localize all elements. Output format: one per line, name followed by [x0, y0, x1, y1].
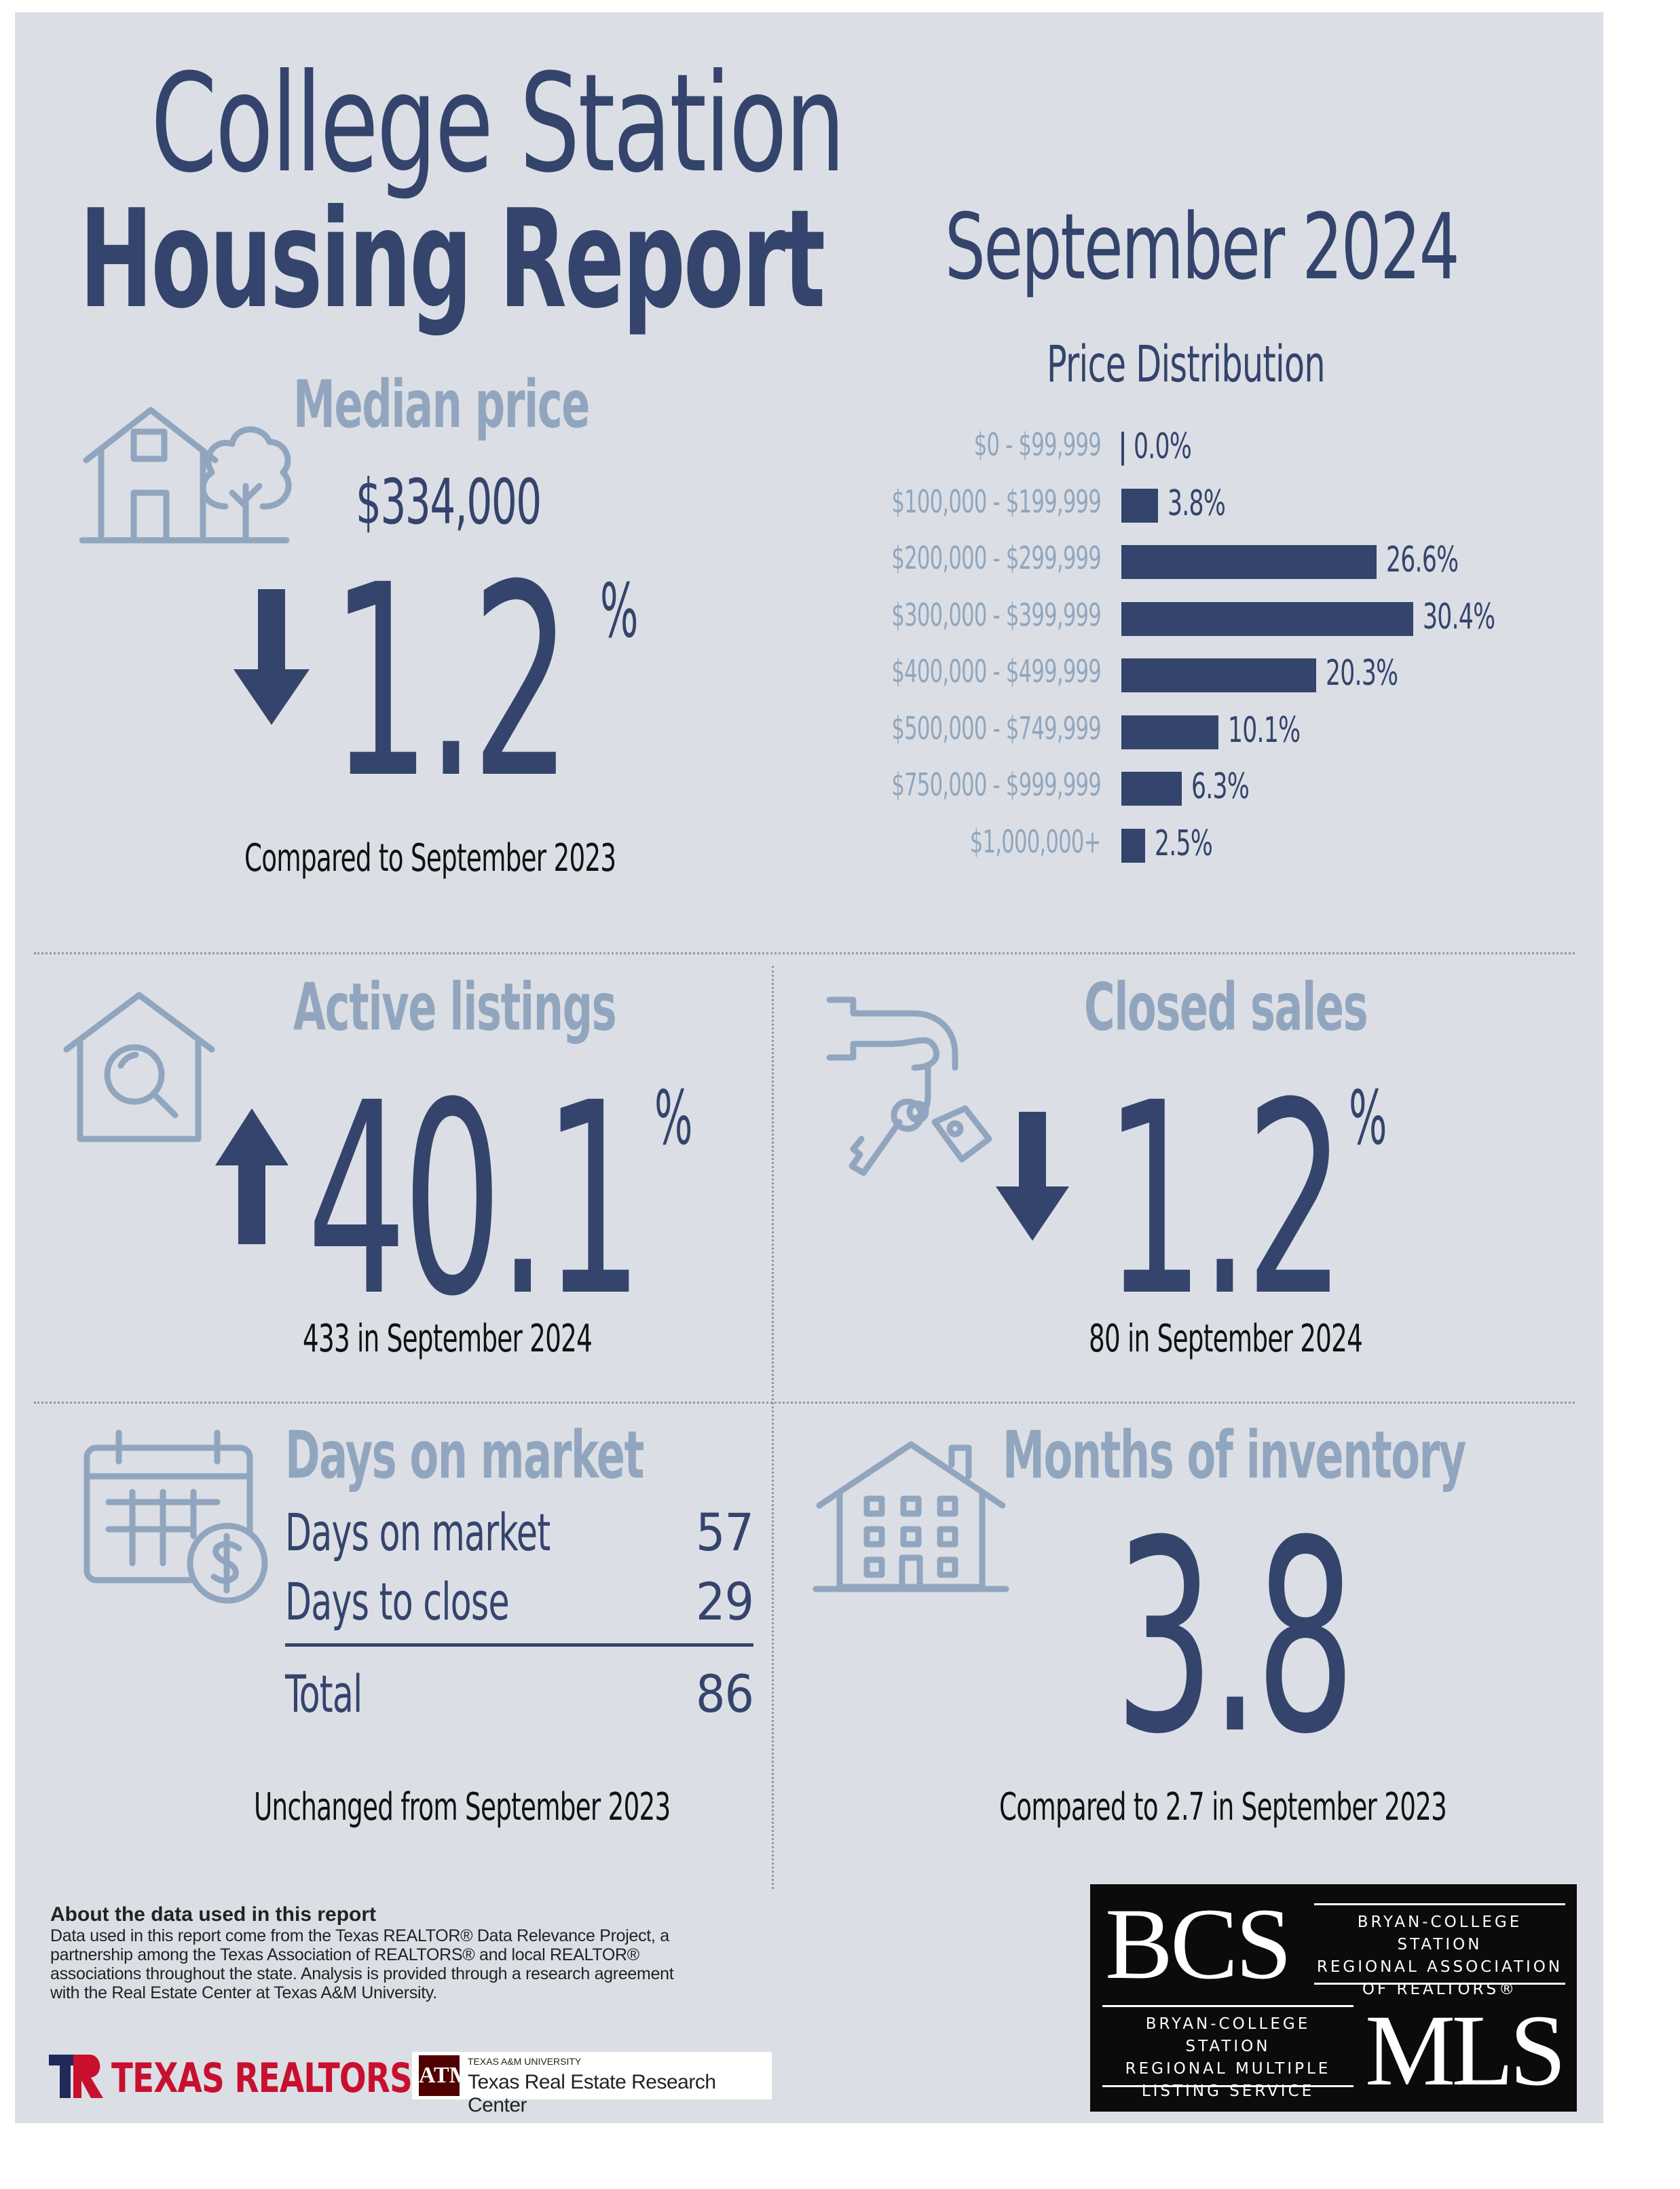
distribution-range-label: $200,000 - $299,999 [891, 540, 1101, 576]
table-row: Days on market 57 [285, 1502, 754, 1563]
distribution-bar [1121, 545, 1377, 579]
days-on-market-label: Days on market [285, 1417, 644, 1493]
days-on-market-table: Days on market 57 Days to close 29 Total… [285, 1502, 754, 1733]
distribution-range-label: $300,000 - $399,999 [891, 596, 1101, 633]
distribution-value-label: 30.4% [1423, 596, 1495, 637]
arrow-down-icon [996, 1112, 1069, 1241]
about-data-note: About the data used in this report Data … [50, 1903, 763, 2002]
distribution-value-label: 6.3% [1191, 766, 1250, 807]
about-line: Data used in this report come from the T… [50, 1926, 669, 1945]
texas-realtors-wordmark: TEXAS REALTORS [111, 2055, 413, 2102]
months-inventory-caption: Compared to 2.7 in September 2023 [999, 1785, 1447, 1829]
closed-sales-caption: 80 in September 2024 [1089, 1317, 1363, 1361]
report-title: Housing Report [79, 181, 825, 339]
active-listings-caption: 433 in September 2024 [303, 1317, 593, 1361]
table-row: Days to close 29 [285, 1571, 754, 1632]
distribution-range-label: $1,000,000+ [970, 823, 1102, 860]
bcs-wordmark: BCS [1105, 1888, 1292, 2000]
divider-middle [34, 1402, 1575, 1404]
months-inventory-label: Months of inventory [1003, 1417, 1466, 1493]
bcs-rule [1314, 1903, 1565, 1905]
active-listings-change: 40.1 [307, 1046, 643, 1354]
distribution-value-label: 2.5% [1155, 823, 1213, 864]
arrow-up-icon [215, 1108, 288, 1244]
distribution-value-label: 10.1% [1227, 709, 1301, 751]
texas-realtors-logo: TEXAS REALTORS [49, 2051, 413, 2105]
distribution-value-label: 20.3% [1326, 653, 1398, 694]
mls-rule [1102, 2005, 1354, 2007]
bcs-mls-logo: BCS BRYAN-COLLEGE STATION REGIONAL ASSOC… [1090, 1884, 1577, 2112]
about-line: associations throughout the state. Analy… [50, 1964, 674, 1983]
distribution-bar [1121, 601, 1413, 636]
median-price-caption: Compared to September 2023 [244, 836, 616, 880]
price-distribution-chart: $0 - $99,999 0.0% $100,000 - $199,999 3.8% $… [816, 426, 1563, 889]
distribution-range-label: $0 - $99,999 [973, 426, 1102, 463]
about-heading: About the data used in this report [50, 1903, 377, 1926]
table-row-total: Total 86 [285, 1664, 754, 1724]
median-price-value: $334,000 [356, 466, 542, 538]
active-listings-label: Active listings [293, 969, 617, 1045]
distribution-value-label: 26.6% [1386, 540, 1459, 580]
house-tree-icon [79, 384, 297, 554]
aggie-mark-icon: ATM [419, 2055, 471, 2096]
distribution-value-label: 0.0% [1134, 426, 1192, 467]
apartment-icon [813, 1434, 1009, 1597]
report-month: September 2024 [945, 194, 1460, 300]
distribution-range-label: $100,000 - $199,999 [891, 483, 1101, 520]
distribution-value-label: 3.8% [1167, 483, 1226, 524]
closed-sales-label: Closed sales [1084, 969, 1368, 1045]
divider-top [34, 952, 1575, 954]
distribution-bar [1121, 715, 1218, 749]
mls-wordmark: MLS [1365, 1994, 1566, 2107]
house-search-icon [61, 990, 217, 1146]
calendar-dollar-icon [81, 1427, 278, 1604]
tamu-real-estate-center-logo: ATM TEXAS A&M UNIVERSITY Texas Real Esta… [412, 2052, 772, 2116]
distribution-range-label: $400,000 - $499,999 [891, 653, 1101, 690]
median-price-percent-sign: % [600, 567, 639, 654]
distribution-bar [1121, 488, 1158, 523]
bcs-rule [1314, 1983, 1565, 1985]
mls-rule [1102, 2085, 1354, 2087]
days-on-market-caption: Unchanged from September 2023 [254, 1785, 671, 1829]
divider-center [772, 966, 774, 1889]
distribution-bar [1121, 658, 1317, 692]
real-estate-center-name: Texas Real Estate Research Center [468, 2071, 716, 2116]
report-page: College Station Housing Report September… [15, 12, 1603, 2123]
tamu-name: TEXAS A&M UNIVERSITY [468, 2056, 582, 2067]
distribution-bar [1121, 772, 1182, 806]
distribution-range-label: $750,000 - $999,999 [891, 766, 1101, 803]
active-listings-percent-sign: % [654, 1074, 693, 1161]
distribution-range-label: $500,000 - $749,999 [891, 709, 1101, 747]
about-line: with the Real Estate Center at Texas A&M… [50, 1983, 437, 2002]
distribution-bar [1121, 432, 1124, 466]
months-inventory-value: 3.8 [1115, 1484, 1356, 1792]
hand-key-icon [826, 993, 1003, 1183]
closed-sales-change: 1.2 [1104, 1046, 1345, 1354]
median-price-change: 1.2 [331, 528, 572, 836]
texas-realtors-mark-icon [49, 2055, 103, 2098]
about-line: partnership among the Texas Association … [50, 1945, 639, 1964]
closed-sales-percent-sign: % [1349, 1074, 1387, 1161]
median-price-label: Median price [293, 367, 590, 443]
price-distribution-title: Price Distribution [1047, 335, 1326, 394]
mls-org-name: BRYAN-COLLEGE STATION REGIONAL MULTIPLE … [1125, 2015, 1331, 2100]
bcs-org-name: BRYAN-COLLEGE STATION REGIONAL ASSOCIATI… [1316, 1913, 1563, 1998]
distribution-bar [1121, 828, 1146, 863]
arrow-down-icon [234, 589, 310, 725]
total-divider [285, 1643, 753, 1647]
report-city: College Station [151, 45, 846, 203]
